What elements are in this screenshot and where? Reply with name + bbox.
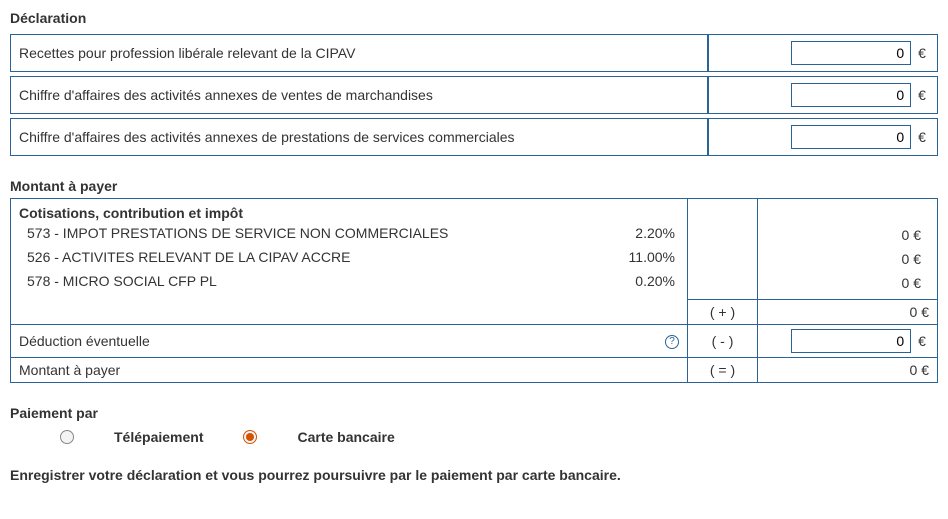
deduction-input[interactable] xyxy=(791,329,911,353)
currency-symbol: € xyxy=(915,87,929,103)
radio-telepaiement[interactable] xyxy=(60,430,74,444)
declaration-row-label: Chiffre d'affaires des activités annexes… xyxy=(10,76,708,114)
cotisation-rate: 2.20% xyxy=(559,221,679,245)
declaration-row-value-cell: € xyxy=(708,76,938,114)
total-op: ( = ) xyxy=(688,358,758,383)
deduction-op: ( - ) xyxy=(688,325,758,358)
declaration-table: Recettes pour profession libérale releva… xyxy=(10,30,938,160)
radio-carte-bancaire[interactable] xyxy=(243,430,257,444)
currency-symbol: € xyxy=(915,129,929,145)
montant-table: Cotisations, contribution et impôt 573 -… xyxy=(10,198,938,383)
subtotal-empty xyxy=(11,300,688,325)
help-icon[interactable]: ? xyxy=(665,335,679,349)
declaration-row-value-cell: € xyxy=(708,34,938,72)
declaration-row: Recettes pour profession libérale releva… xyxy=(10,34,938,72)
declaration-input-1[interactable] xyxy=(791,83,911,107)
declaration-row-label: Recettes pour profession libérale releva… xyxy=(10,34,708,72)
currency-symbol: € xyxy=(915,45,929,61)
cotisation-label: 573 - IMPOT PRESTATIONS DE SERVICE NON C… xyxy=(19,221,559,245)
currency-symbol: € xyxy=(915,333,929,349)
cotisation-label: 578 - MICRO SOCIAL CFP PL xyxy=(19,269,559,293)
cotisation-op-empty xyxy=(688,199,758,300)
declaration-row: Chiffre d'affaires des activités annexes… xyxy=(10,118,938,156)
total-label: Montant à payer xyxy=(11,358,688,383)
cotisation-amount: 0 € xyxy=(766,271,929,295)
cotisation-amount: 0 € xyxy=(766,247,929,271)
declaration-row-label: Chiffre d'affaires des activités annexes… xyxy=(10,118,708,156)
total-amount: 0 € xyxy=(758,358,938,383)
footer-note: Enregistrer votre déclaration et vous po… xyxy=(10,467,938,483)
declaration-title: Déclaration xyxy=(10,10,938,26)
declaration-input-2[interactable] xyxy=(791,125,911,149)
subtotal-op: ( + ) xyxy=(688,300,758,325)
declaration-row: Chiffre d'affaires des activités annexes… xyxy=(10,76,938,114)
cotisation-amount: 0 € xyxy=(766,223,929,247)
paiement-title: Paiement par xyxy=(10,405,938,421)
radio-telepaiement-label: Télépaiement xyxy=(114,429,203,445)
cotisation-rate: 11.00% xyxy=(559,245,679,269)
montant-title: Montant à payer xyxy=(10,178,938,194)
cotisation-label: 526 - ACTIVITES RELEVANT DE LA CIPAV ACC… xyxy=(19,245,559,269)
declaration-row-value-cell: € xyxy=(708,118,938,156)
declaration-input-0[interactable] xyxy=(791,41,911,65)
radio-carte-bancaire-label: Carte bancaire xyxy=(297,429,394,445)
cotisation-rate: 0.20% xyxy=(559,269,679,293)
subtotal-amount: 0 € xyxy=(758,300,938,325)
deduction-label: Déduction éventuelle xyxy=(19,333,150,349)
cotisations-header: Cotisations, contribution et impôt xyxy=(19,205,679,221)
